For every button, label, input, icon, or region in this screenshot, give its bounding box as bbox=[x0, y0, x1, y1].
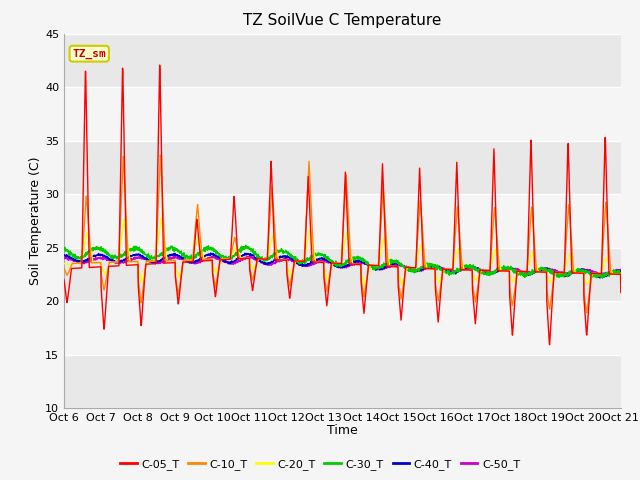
Text: TZ_sm: TZ_sm bbox=[72, 48, 106, 59]
Bar bbox=[64, 87, 621, 141]
Bar bbox=[64, 141, 621, 194]
Bar bbox=[64, 248, 621, 301]
Legend: C-05_T, C-10_T, C-20_T, C-30_T, C-40_T, C-50_T: C-05_T, C-10_T, C-20_T, C-30_T, C-40_T, … bbox=[115, 455, 525, 474]
Bar bbox=[64, 355, 621, 408]
Bar bbox=[64, 301, 621, 355]
X-axis label: Time: Time bbox=[327, 424, 358, 437]
Title: TZ SoilVue C Temperature: TZ SoilVue C Temperature bbox=[243, 13, 442, 28]
Bar bbox=[64, 34, 621, 87]
Y-axis label: Soil Temperature (C): Soil Temperature (C) bbox=[29, 156, 42, 285]
Bar bbox=[64, 194, 621, 248]
